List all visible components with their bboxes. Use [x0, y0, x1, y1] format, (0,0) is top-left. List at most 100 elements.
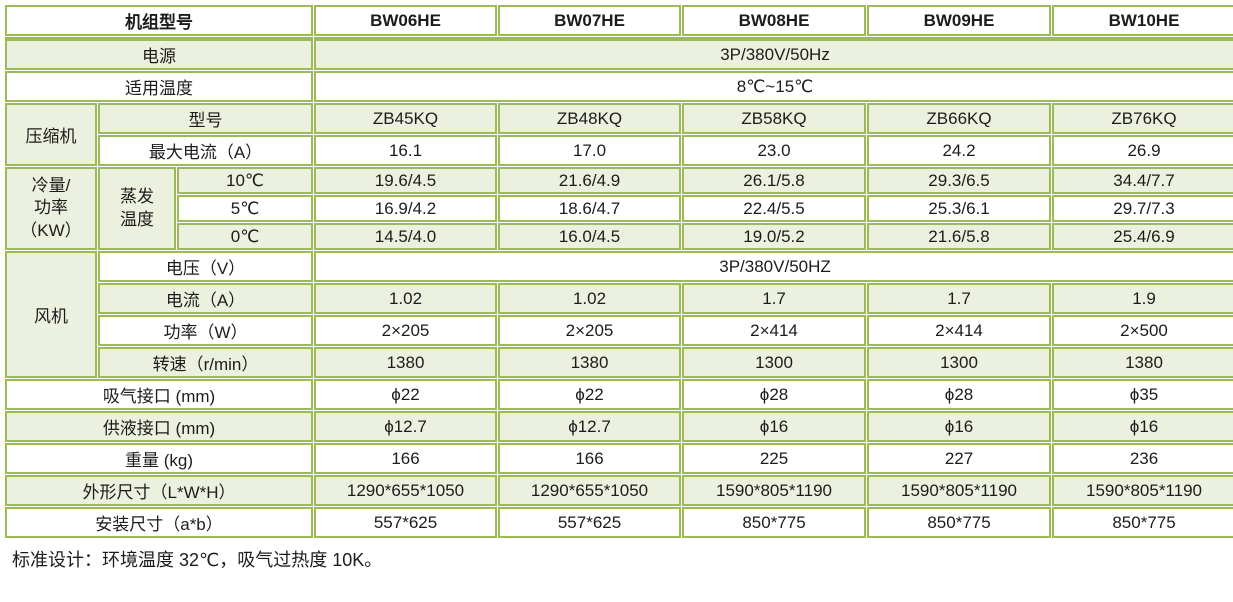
install-dims-value: 557*625 — [314, 507, 498, 538]
applicable-temp-row: 适用温度 8℃~15℃ — [5, 71, 1233, 102]
fan-current-label: 电流（A） — [98, 283, 314, 314]
suction-port-label: 吸气接口 (mm) — [5, 379, 314, 410]
weight-value: 236 — [1052, 443, 1233, 474]
cooling-value: 25.3/6.1 — [867, 195, 1052, 222]
cooling-0c-row: 0℃ 14.5/4.0 16.0/4.5 19.0/5.2 21.6/5.8 2… — [5, 223, 1233, 250]
suction-port-row: 吸气接口 (mm) ϕ22 ϕ22 ϕ28 ϕ28 ϕ35 — [5, 379, 1233, 410]
max-current-value: 24.2 — [867, 135, 1052, 166]
compressor-model-value: ZB58KQ — [682, 103, 867, 134]
cooling-value: 29.3/6.5 — [867, 167, 1052, 194]
cooling-value: 16.9/4.2 — [314, 195, 498, 222]
evap-temp-5c: 5℃ — [177, 195, 314, 222]
liquid-port-value: ϕ12.7 — [314, 411, 498, 442]
cooling-value: 19.6/4.5 — [314, 167, 498, 194]
cooling-value: 19.0/5.2 — [682, 223, 867, 250]
fan-voltage-row: 风机 电压（V） 3P/380V/50HZ — [5, 251, 1233, 378]
fan-power-row: 功率（W） 2×205 2×205 2×414 2×414 2×500 — [5, 315, 1233, 346]
fan-current-row: 电流（A） 1.02 1.02 1.7 1.7 1.9 — [5, 283, 1233, 314]
install-dims-row: 安装尺寸（a*b） 557*625 557*625 850*775 850*77… — [5, 507, 1233, 538]
cooling-10c-row: 冷量/ 功率 （KW） 蒸发 温度 10℃ 19.6/4.5 21.6/4.9 … — [5, 167, 1233, 250]
suction-port-value: ϕ35 — [1052, 379, 1233, 410]
applicable-temp-label: 适用温度 — [5, 71, 314, 102]
cooling-value: 22.4/5.5 — [682, 195, 867, 222]
fan-voltage-label: 电压（V） — [98, 251, 314, 282]
cooling-value: 18.6/4.7 — [498, 195, 682, 222]
fan-speed-row: 转速（r/min） 1380 1380 1300 1300 1380 — [5, 347, 1233, 378]
cooling-value: 26.1/5.8 — [682, 167, 867, 194]
cooling-value: 21.6/4.9 — [498, 167, 682, 194]
dimensions-row: 外形尺寸（L*W*H） 1290*655*1050 1290*655*1050 … — [5, 475, 1233, 506]
fan-current-value: 1.02 — [498, 283, 682, 314]
dimensions-label: 外形尺寸（L*W*H） — [5, 475, 314, 506]
fan-power-value: 2×414 — [682, 315, 867, 346]
applicable-temp-value: 8℃~15℃ — [314, 71, 1233, 102]
install-dims-label: 安装尺寸（a*b） — [5, 507, 314, 538]
compressor-model-value: ZB66KQ — [867, 103, 1052, 134]
fan-speed-value: 1300 — [682, 347, 867, 378]
model-header-bw06he: BW06HE — [314, 5, 498, 36]
power-value: 3P/380V/50Hz — [314, 37, 1233, 70]
fan-label: 风机 — [5, 251, 97, 378]
cooling-value: 25.4/6.9 — [1052, 223, 1233, 250]
fan-current-value: 1.7 — [867, 283, 1052, 314]
max-current-value: 23.0 — [682, 135, 867, 166]
dimensions-value: 1590*805*1190 — [682, 475, 867, 506]
install-dims-value: 850*775 — [1052, 507, 1233, 538]
dimensions-value: 1590*805*1190 — [1052, 475, 1233, 506]
dimensions-value: 1290*655*1050 — [314, 475, 498, 506]
evap-temp-0c: 0℃ — [177, 223, 314, 250]
evap-temp-label: 蒸发 温度 — [98, 167, 176, 250]
suction-port-value: ϕ22 — [498, 379, 682, 410]
fan-power-label: 功率（W） — [98, 315, 314, 346]
dimensions-value: 1590*805*1190 — [867, 475, 1052, 506]
fan-voltage-value: 3P/380V/50HZ — [314, 251, 1233, 282]
compressor-model-value: ZB76KQ — [1052, 103, 1233, 134]
suction-port-value: ϕ28 — [682, 379, 867, 410]
fan-power-value: 2×414 — [867, 315, 1052, 346]
fan-current-value: 1.9 — [1052, 283, 1233, 314]
install-dims-value: 850*775 — [682, 507, 867, 538]
weight-row: 重量 (kg) 166 166 225 227 236 — [5, 443, 1233, 474]
unit-model-header: 机组型号 — [5, 5, 314, 36]
spec-table: 机组型号 BW06HE BW07HE BW08HE BW09HE BW10HE … — [4, 4, 1233, 539]
liquid-port-value: ϕ16 — [682, 411, 867, 442]
cooling-label: 冷量/ 功率 （KW） — [5, 167, 97, 250]
suction-port-value: ϕ22 — [314, 379, 498, 410]
install-dims-value: 850*775 — [867, 507, 1052, 538]
install-dims-value: 557*625 — [498, 507, 682, 538]
evap-temp-10c: 10℃ — [177, 167, 314, 194]
cooling-value: 14.5/4.0 — [314, 223, 498, 250]
fan-power-value: 2×205 — [314, 315, 498, 346]
weight-value: 225 — [682, 443, 867, 474]
fan-speed-value: 1380 — [498, 347, 682, 378]
fan-power-value: 2×205 — [498, 315, 682, 346]
fan-power-value: 2×500 — [1052, 315, 1233, 346]
compressor-label: 压缩机 — [5, 103, 97, 166]
fan-current-value: 1.02 — [314, 283, 498, 314]
cooling-value: 21.6/5.8 — [867, 223, 1052, 250]
compressor-model-row: 压缩机 型号 ZB45KQ ZB48KQ ZB58KQ ZB66KQ ZB76K… — [5, 103, 1233, 166]
cooling-value: 29.7/7.3 — [1052, 195, 1233, 222]
weight-label: 重量 (kg) — [5, 443, 314, 474]
fan-current-value: 1.7 — [682, 283, 867, 314]
fan-speed-label: 转速（r/min） — [98, 347, 314, 378]
liquid-port-value: ϕ12.7 — [498, 411, 682, 442]
max-current-value: 26.9 — [1052, 135, 1233, 166]
weight-value: 227 — [867, 443, 1052, 474]
cooling-value: 16.0/4.5 — [498, 223, 682, 250]
liquid-port-row: 供液接口 (mm) ϕ12.7 ϕ12.7 ϕ16 ϕ16 ϕ16 — [5, 411, 1233, 442]
dimensions-value: 1290*655*1050 — [498, 475, 682, 506]
max-current-value: 17.0 — [498, 135, 682, 166]
suction-port-value: ϕ28 — [867, 379, 1052, 410]
cooling-5c-row: 5℃ 16.9/4.2 18.6/4.7 22.4/5.5 25.3/6.1 2… — [5, 195, 1233, 222]
compressor-model-value: ZB48KQ — [498, 103, 682, 134]
compressor-model-value: ZB45KQ — [314, 103, 498, 134]
page: 机组型号 BW06HE BW07HE BW08HE BW09HE BW10HE … — [4, 4, 1233, 570]
standard-design-note: 标准设计：环境温度 32℃，吸气过热度 10K。 — [12, 550, 383, 570]
model-header-bw09he: BW09HE — [867, 5, 1052, 36]
max-current-value: 16.1 — [314, 135, 498, 166]
weight-value: 166 — [314, 443, 498, 474]
compressor-model-label: 型号 — [98, 103, 314, 134]
header-row: 机组型号 BW06HE BW07HE BW08HE BW09HE BW10HE — [5, 5, 1233, 36]
fan-speed-value: 1380 — [314, 347, 498, 378]
